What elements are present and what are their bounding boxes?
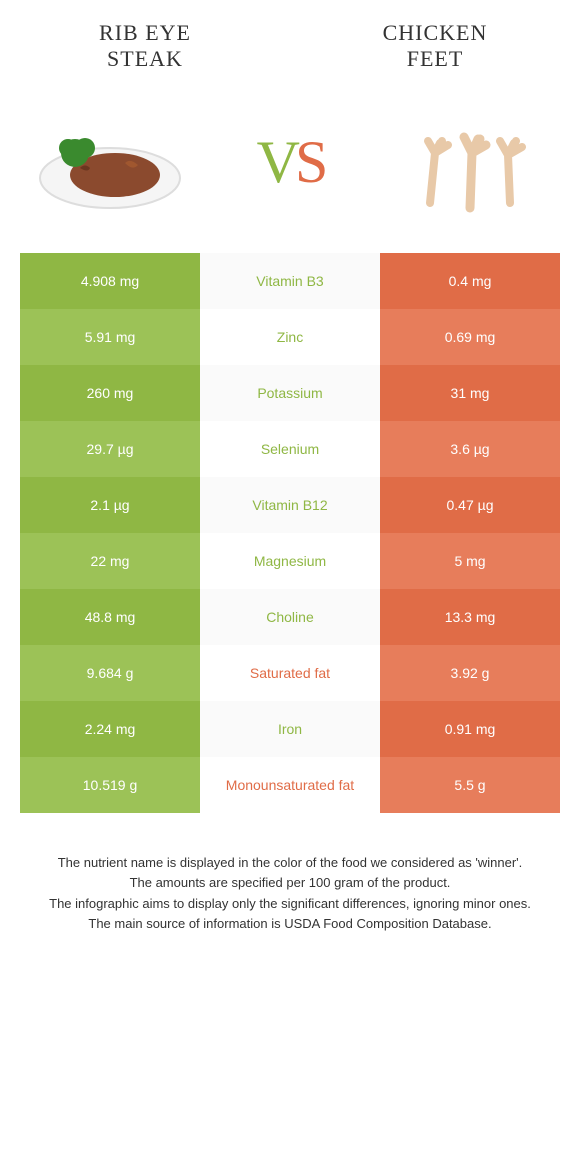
- vs-label: VS: [257, 128, 324, 197]
- right-value: 13.3 mg: [380, 589, 560, 645]
- footer-line: The amounts are specified per 100 gram o…: [30, 873, 550, 893]
- nutrient-name: Vitamin B3: [200, 253, 380, 309]
- nutrient-name: Vitamin B12: [200, 477, 380, 533]
- right-value: 5 mg: [380, 533, 560, 589]
- images-row: VS: [0, 83, 580, 253]
- right-value: 0.91 mg: [380, 701, 560, 757]
- vs-s: S: [295, 129, 323, 195]
- right-food-title: Chicken feet: [335, 20, 535, 73]
- left-value: 48.8 mg: [20, 589, 200, 645]
- right-value: 5.5 g: [380, 757, 560, 813]
- table-row: 9.684 gSaturated fat3.92 g: [20, 645, 560, 701]
- footer-line: The main source of information is USDA F…: [30, 914, 550, 934]
- footer-notes: The nutrient name is displayed in the co…: [0, 813, 580, 955]
- nutrient-name: Magnesium: [200, 533, 380, 589]
- vs-v: V: [257, 129, 295, 195]
- left-value: 5.91 mg: [20, 309, 200, 365]
- table-row: 29.7 µgSelenium3.6 µg: [20, 421, 560, 477]
- footer-line: The infographic aims to display only the…: [30, 894, 550, 914]
- table-row: 5.91 mgZinc0.69 mg: [20, 309, 560, 365]
- left-value: 9.684 g: [20, 645, 200, 701]
- right-value: 3.92 g: [380, 645, 560, 701]
- nutrient-name: Selenium: [200, 421, 380, 477]
- right-value: 0.69 mg: [380, 309, 560, 365]
- nutrient-name: Zinc: [200, 309, 380, 365]
- table-row: 2.1 µgVitamin B120.47 µg: [20, 477, 560, 533]
- header: Rib eye steak Chicken feet: [0, 0, 580, 83]
- left-value: 2.1 µg: [20, 477, 200, 533]
- right-value: 31 mg: [380, 365, 560, 421]
- footer-line: The nutrient name is displayed in the co…: [30, 853, 550, 873]
- comparison-table: 4.908 mgVitamin B30.4 mg5.91 mgZinc0.69 …: [20, 253, 560, 813]
- table-row: 4.908 mgVitamin B30.4 mg: [20, 253, 560, 309]
- left-value: 2.24 mg: [20, 701, 200, 757]
- nutrient-name: Choline: [200, 589, 380, 645]
- right-value: 0.4 mg: [380, 253, 560, 309]
- right-value: 3.6 µg: [380, 421, 560, 477]
- chicken-feet-image: [390, 103, 550, 223]
- right-value: 0.47 µg: [380, 477, 560, 533]
- table-row: 2.24 mgIron0.91 mg: [20, 701, 560, 757]
- table-row: 10.519 gMonounsaturated fat5.5 g: [20, 757, 560, 813]
- left-value: 260 mg: [20, 365, 200, 421]
- table-row: 22 mgMagnesium5 mg: [20, 533, 560, 589]
- title-text: steak: [107, 46, 183, 71]
- table-row: 260 mgPotassium31 mg: [20, 365, 560, 421]
- title-text: Rib eye: [99, 20, 191, 45]
- title-text: Chicken: [383, 20, 488, 45]
- nutrient-name: Monounsaturated fat: [200, 757, 380, 813]
- left-value: 4.908 mg: [20, 253, 200, 309]
- title-text: feet: [407, 46, 464, 71]
- steak-image: [30, 103, 190, 223]
- left-value: 22 mg: [20, 533, 200, 589]
- nutrient-name: Potassium: [200, 365, 380, 421]
- left-value: 10.519 g: [20, 757, 200, 813]
- nutrient-name: Iron: [200, 701, 380, 757]
- left-value: 29.7 µg: [20, 421, 200, 477]
- left-food-title: Rib eye steak: [45, 20, 245, 73]
- nutrient-name: Saturated fat: [200, 645, 380, 701]
- table-row: 48.8 mgCholine13.3 mg: [20, 589, 560, 645]
